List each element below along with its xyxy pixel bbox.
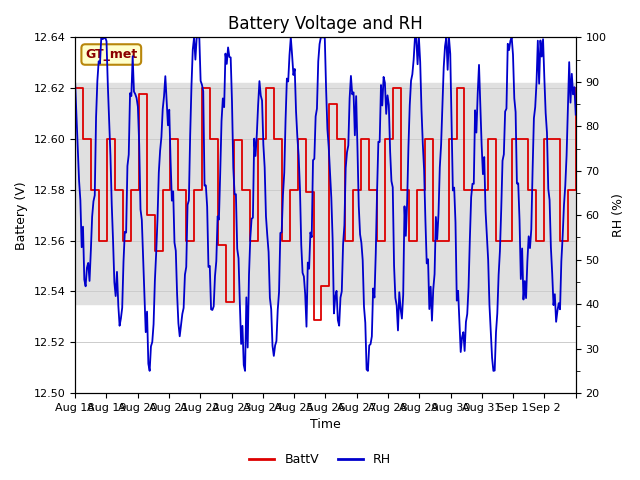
RH: [97, 35, 105, 40]
Line: RH: RH: [75, 37, 576, 371]
BattV: [326, 101, 333, 107]
Title: Battery Voltage and RH: Battery Voltage and RH: [228, 15, 423, 33]
RH: [106, 118, 113, 124]
RH: [332, 294, 339, 300]
RH: [572, 112, 580, 118]
Legend: BattV, RH: BattV, RH: [244, 448, 396, 471]
RH: [71, 80, 79, 86]
RH: [88, 214, 96, 219]
Bar: [75, 83, 576, 304]
RH: [571, 84, 579, 90]
Text: GT_met: GT_met: [85, 48, 138, 61]
BattV: [397, 187, 404, 192]
BattV: [135, 92, 143, 97]
BattV: [572, 85, 580, 91]
RH: [431, 271, 438, 277]
Line: BattV: BattV: [75, 88, 576, 321]
BattV: [405, 238, 413, 243]
BattV: [71, 85, 79, 91]
BattV: [278, 238, 285, 243]
BattV: [310, 318, 317, 324]
RH: [505, 47, 513, 53]
X-axis label: Time: Time: [310, 419, 341, 432]
BattV: [357, 136, 365, 142]
RH: [146, 368, 154, 374]
Y-axis label: Battery (V): Battery (V): [15, 181, 28, 250]
Y-axis label: RH (%): RH (%): [612, 193, 625, 237]
